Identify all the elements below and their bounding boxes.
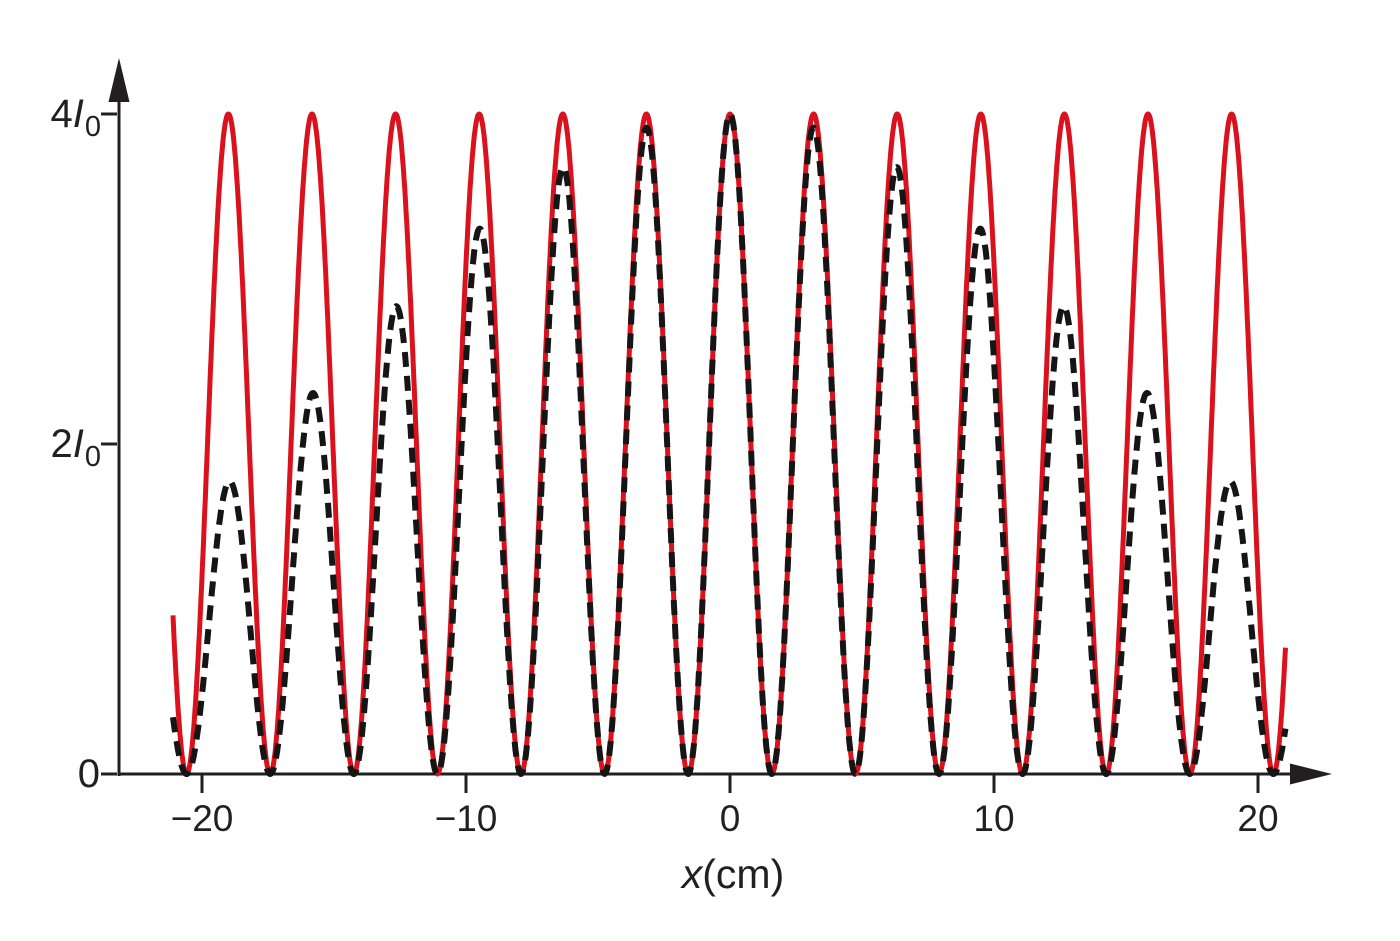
- x-axis-title: x(cm): [633, 851, 833, 897]
- y-axis-arrowhead-icon: [108, 58, 130, 102]
- intensity-symbol: I: [72, 422, 84, 466]
- x-axis-variable: x: [681, 851, 703, 897]
- x-axis-arrowhead-icon: [1290, 763, 1332, 785]
- intensity-symbol: I: [72, 92, 84, 136]
- intensity-subscript: 0: [84, 441, 101, 473]
- x-tick-label-minus10: −10: [434, 798, 498, 839]
- y-tick-label-0: 0: [18, 752, 100, 796]
- y-tick-label-2I0: 2I0: [18, 422, 101, 473]
- dashed-diffraction-modulated-curve: [170, 111, 1289, 777]
- x-tick-label-10: 10: [973, 798, 1015, 839]
- y-tick-4-number: 4: [50, 92, 73, 136]
- intensity-subscript: 0: [84, 111, 101, 143]
- y-tick-2-number: 2: [50, 422, 73, 466]
- y-tick-zero: 0: [77, 752, 100, 796]
- x-tick-label-minus20: −20: [170, 798, 234, 839]
- x-axis-units: (cm): [702, 851, 785, 897]
- x-tick-label-0: 0: [719, 798, 741, 839]
- y-tick-label-4I0: 4I0: [18, 92, 101, 143]
- x-tick-label-20: 20: [1237, 798, 1279, 839]
